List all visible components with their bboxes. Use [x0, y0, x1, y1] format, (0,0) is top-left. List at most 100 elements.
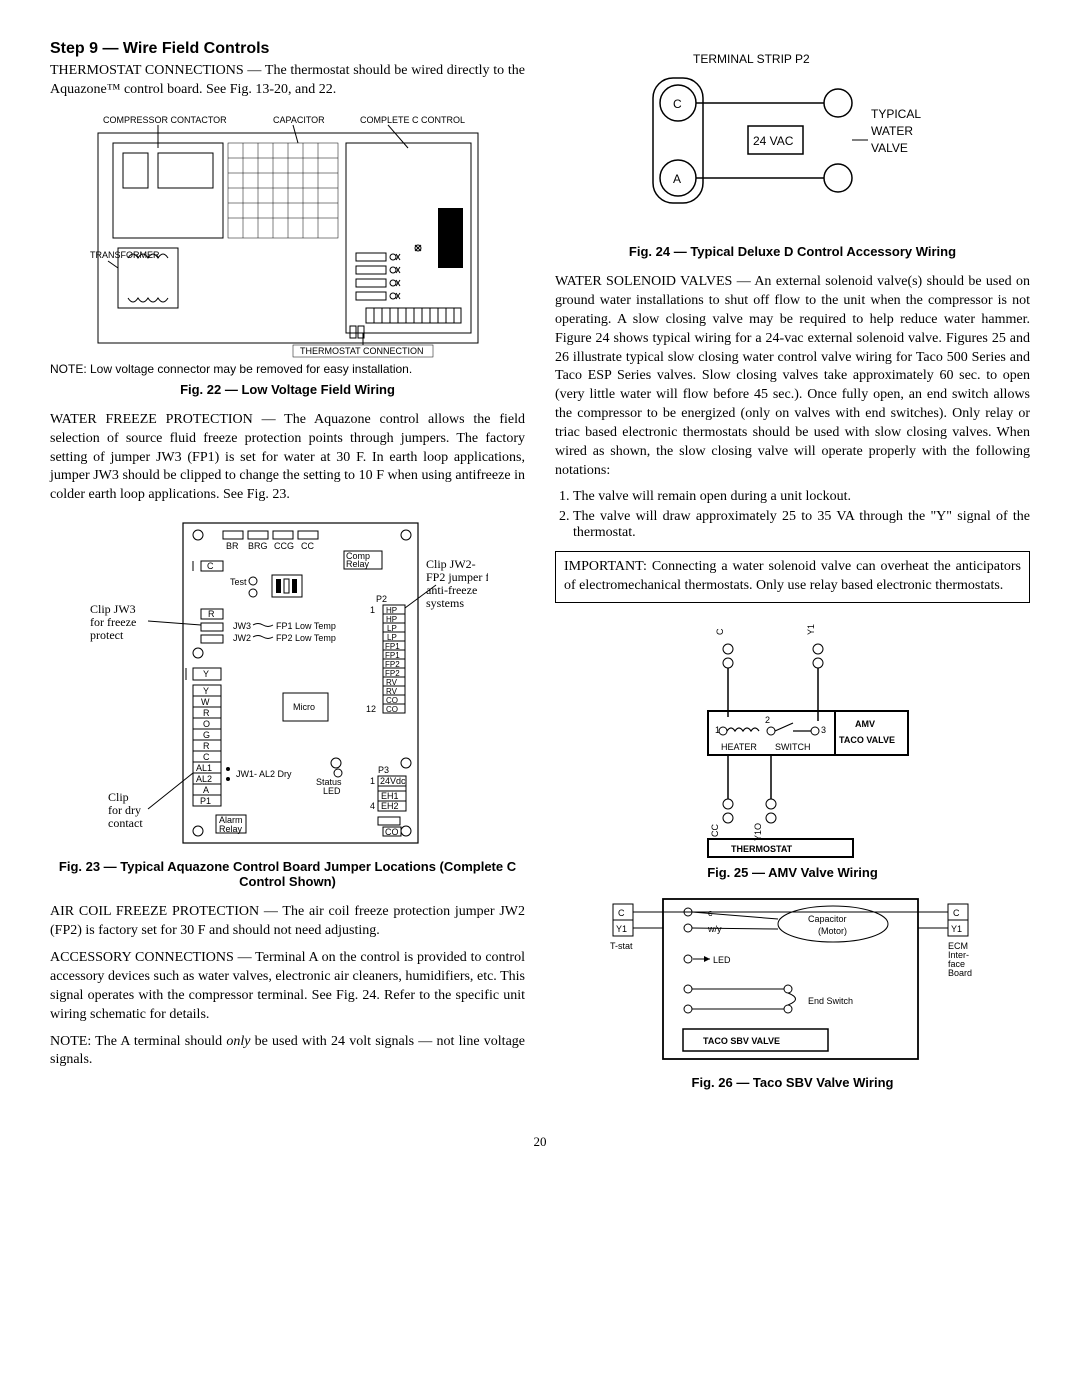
fig26-image: C Y1 T-stat C Y1 ECM Inter- face Board: [555, 894, 1030, 1069]
fig25-caption: Fig. 25 — AMV Valve Wiring: [555, 865, 1030, 880]
svg-text:W: W: [201, 697, 210, 707]
fig23-clipjw3-1: Clip JW3: [90, 602, 136, 616]
wfp-para: WATER FREEZE PROTECTION — The Aquazone c…: [50, 411, 525, 505]
fig23-image: BR BRG CCG CC Comp Relay C Test: [50, 513, 525, 853]
notation-2: The valve will draw approximately 25 to …: [573, 509, 1030, 541]
svg-text:C: C: [953, 908, 960, 918]
svg-text:Y: Y: [203, 686, 209, 696]
fig23-ccg: CCG: [274, 541, 294, 551]
fig24-caption: Fig. 24 — Typical Deluxe D Control Acces…: [555, 244, 1030, 259]
svg-text:Y1: Y1: [616, 924, 627, 934]
acc-note-em: only: [226, 1034, 250, 1049]
svg-text:P1: P1: [200, 796, 211, 806]
fig22-caption: Fig. 22 — Low Voltage Field Wiring: [50, 382, 525, 397]
svg-text:Capacitor: Capacitor: [808, 914, 847, 924]
svg-text:CC: CC: [710, 823, 720, 836]
svg-text:for dry: for dry: [108, 803, 141, 817]
svg-text:O: O: [203, 719, 210, 729]
acc-head: ACCESSORY CONNECTIONS —: [50, 950, 252, 965]
svg-text:G: G: [203, 730, 210, 740]
fig23-p2: P2: [376, 594, 387, 604]
svg-text:LED: LED: [713, 955, 731, 965]
fig23-jw2: JW2: [233, 633, 251, 643]
fig23-fp2low: FP2 Low Temp: [276, 633, 336, 643]
wsv-head: WATER SOLENOID VALVES —: [555, 274, 751, 289]
svg-text:Board: Board: [948, 968, 972, 978]
svg-text:VALVE: VALVE: [871, 141, 908, 155]
svg-text:3: 3: [821, 725, 826, 735]
fig22-complete-c-label: COMPLETE C CONTROL: [360, 115, 465, 125]
svg-text:T-stat: T-stat: [610, 941, 633, 951]
fig23-jw1: JW1- AL2 Dry: [236, 769, 292, 779]
svg-text:HEATER: HEATER: [721, 742, 757, 752]
wsv-body: An external solenoid valve(s) should be …: [555, 274, 1030, 478]
svg-text:THERMOSTAT: THERMOSTAT: [731, 844, 793, 854]
svg-text:4: 4: [370, 801, 375, 811]
fig22-thermo-conn-label: THERMOSTAT CONNECTION: [300, 346, 424, 356]
svg-text:AMV: AMV: [855, 719, 875, 729]
svg-text:EH2: EH2: [381, 801, 399, 811]
fig24-termstrip: TERMINAL STRIP P2: [693, 52, 810, 66]
svg-text:24 VAC: 24 VAC: [753, 134, 794, 148]
svg-text:TYPICAL: TYPICAL: [871, 107, 921, 121]
acfp-head: AIR COIL FREEZE PROTECTION —: [50, 904, 278, 919]
svg-text:1: 1: [370, 605, 375, 615]
svg-text:Clip: Clip: [108, 790, 129, 804]
thermostat-head: THERMOSTAT CONNECTIONS —: [50, 63, 261, 78]
svg-text:contact: contact: [108, 816, 143, 830]
wfp-head: WATER FREEZE PROTECTION —: [50, 412, 276, 427]
svg-text:A: A: [203, 785, 209, 795]
svg-text:(Motor): (Motor): [818, 926, 847, 936]
fig23-led: LED: [323, 786, 341, 796]
fig23-micro: Micro: [293, 702, 315, 712]
svg-text:SWITCH: SWITCH: [775, 742, 811, 752]
svg-text:TACO VALVE: TACO VALVE: [839, 735, 895, 745]
svg-text:1: 1: [370, 776, 375, 786]
svg-text:Relay: Relay: [219, 824, 243, 834]
acc-note-pre: NOTE: The A terminal should: [50, 1034, 226, 1049]
svg-text:AL2: AL2: [196, 774, 212, 784]
fig23-fp1low: FP1 Low Temp: [276, 621, 336, 631]
fig23-jw3: JW3: [233, 621, 251, 631]
svg-text:C: C: [618, 908, 625, 918]
svg-text:anti-freeze: anti-freeze: [426, 583, 477, 597]
svg-text:Y: Y: [203, 669, 209, 679]
svg-text:C: C: [715, 628, 725, 635]
page-number: 20: [50, 1134, 1030, 1150]
svg-text:WATER: WATER: [871, 124, 913, 138]
svg-text:2: 2: [765, 715, 770, 725]
svg-text:protect: protect: [90, 628, 124, 642]
fig23-test: Test: [230, 577, 247, 587]
svg-text:TACO SBV VALVE: TACO SBV VALVE: [703, 1036, 780, 1046]
svg-text:Y1: Y1: [806, 624, 816, 635]
fig23-p3: P3: [378, 765, 389, 775]
fig26-caption: Fig. 26 — Taco SBV Valve Wiring: [555, 1075, 1030, 1090]
acc-note: NOTE: The A terminal should only be used…: [50, 1033, 525, 1071]
important-box: IMPORTANT: Connecting a water solenoid v…: [555, 551, 1030, 603]
fig22-comp-contactor-label: COMPRESSOR CONTACTOR: [103, 115, 227, 125]
svg-text:R: R: [203, 708, 210, 718]
fig23-c-top: C: [207, 561, 214, 571]
fig22-image: COMPRESSOR CONTACTOR CAPACITOR COMPLETE …: [50, 108, 525, 358]
fig22-capacitor-label: CAPACITOR: [273, 115, 325, 125]
fig23-r: R: [208, 609, 215, 619]
svg-text:for freeze: for freeze: [90, 615, 136, 629]
notations-list: The valve will remain open during a unit…: [573, 489, 1030, 541]
svg-text:A: A: [673, 172, 681, 186]
svg-text:EH1: EH1: [381, 791, 399, 801]
wsv-para: WATER SOLENOID VALVES — An external sole…: [555, 273, 1030, 481]
notation-1: The valve will remain open during a unit…: [573, 489, 1030, 505]
svg-text:End Switch: End Switch: [808, 996, 853, 1006]
svg-text:C: C: [673, 97, 682, 111]
thermostat-para: THERMOSTAT CONNECTIONS — The thermostat …: [50, 62, 525, 100]
fig23-comp-relay2: Relay: [346, 559, 370, 569]
acfp-para: AIR COIL FREEZE PROTECTION — The air coi…: [50, 903, 525, 941]
svg-text:systems: systems: [426, 596, 464, 610]
svg-text:CO: CO: [386, 705, 398, 714]
svg-text:Clip JW2-: Clip JW2-: [426, 557, 476, 571]
fig22-transformer-label: TRANSFORMER: [90, 250, 160, 260]
fig23-brg: BRG: [248, 541, 268, 551]
fig25-image: C Y1 AMV TACO VALVE 1 2 3: [555, 619, 1030, 859]
svg-text:FP2 jumper for: FP2 jumper for: [426, 570, 488, 584]
fig22-note: NOTE: Low voltage connector may be remov…: [50, 362, 525, 376]
